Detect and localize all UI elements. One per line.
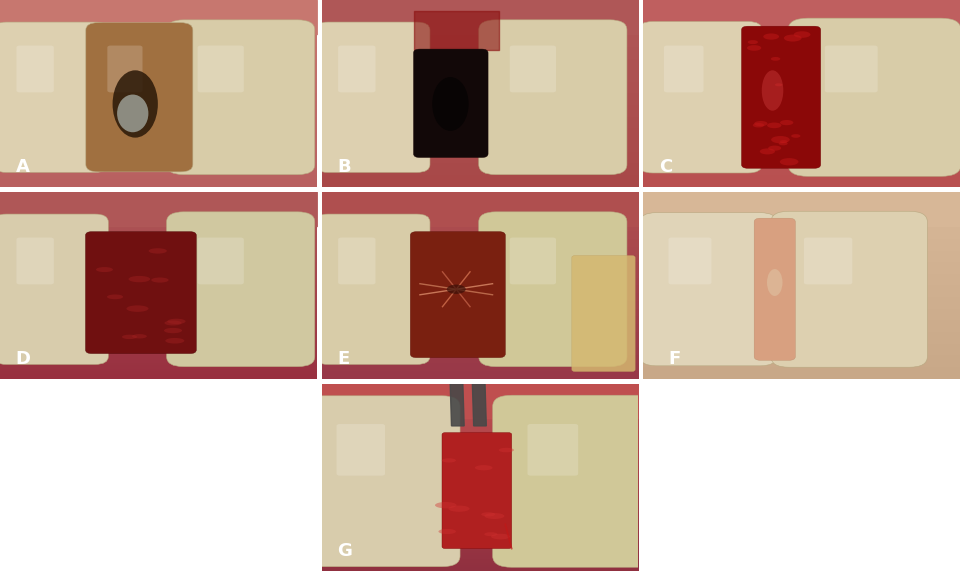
- Ellipse shape: [164, 328, 182, 333]
- Ellipse shape: [753, 123, 764, 127]
- FancyBboxPatch shape: [664, 46, 704, 93]
- Ellipse shape: [767, 269, 782, 296]
- FancyBboxPatch shape: [492, 395, 658, 567]
- Text: C: C: [660, 158, 672, 176]
- Ellipse shape: [432, 77, 468, 131]
- Ellipse shape: [165, 338, 184, 344]
- Text: F: F: [669, 350, 681, 368]
- Ellipse shape: [485, 513, 504, 519]
- Ellipse shape: [763, 34, 780, 39]
- FancyBboxPatch shape: [198, 238, 244, 284]
- Ellipse shape: [164, 320, 181, 325]
- Ellipse shape: [767, 123, 781, 128]
- Ellipse shape: [117, 95, 149, 132]
- FancyBboxPatch shape: [315, 22, 430, 172]
- Ellipse shape: [748, 40, 758, 44]
- Ellipse shape: [442, 459, 456, 463]
- FancyBboxPatch shape: [410, 232, 505, 357]
- Ellipse shape: [755, 121, 768, 126]
- Ellipse shape: [768, 146, 781, 151]
- Ellipse shape: [775, 83, 782, 86]
- Ellipse shape: [791, 134, 801, 138]
- Ellipse shape: [122, 335, 137, 339]
- FancyBboxPatch shape: [167, 20, 315, 175]
- Ellipse shape: [794, 31, 810, 38]
- Text: G: G: [338, 542, 352, 560]
- FancyBboxPatch shape: [0, 22, 108, 172]
- Ellipse shape: [779, 142, 788, 146]
- FancyBboxPatch shape: [16, 238, 54, 284]
- Ellipse shape: [127, 305, 149, 312]
- Ellipse shape: [759, 148, 775, 154]
- FancyBboxPatch shape: [479, 212, 627, 367]
- Ellipse shape: [771, 57, 780, 61]
- FancyBboxPatch shape: [527, 424, 578, 476]
- Text: E: E: [338, 350, 349, 368]
- Ellipse shape: [149, 248, 167, 254]
- Ellipse shape: [484, 532, 497, 536]
- Ellipse shape: [762, 70, 783, 111]
- Ellipse shape: [498, 448, 514, 452]
- Ellipse shape: [448, 505, 469, 512]
- Text: B: B: [338, 158, 351, 176]
- Ellipse shape: [96, 267, 113, 272]
- Ellipse shape: [112, 70, 157, 138]
- FancyBboxPatch shape: [338, 46, 375, 93]
- FancyBboxPatch shape: [788, 18, 960, 176]
- FancyBboxPatch shape: [303, 396, 460, 566]
- FancyBboxPatch shape: [167, 212, 315, 367]
- Ellipse shape: [481, 512, 495, 516]
- Ellipse shape: [435, 502, 457, 508]
- FancyBboxPatch shape: [572, 256, 636, 372]
- FancyBboxPatch shape: [16, 46, 54, 93]
- Text: A: A: [15, 158, 30, 176]
- Polygon shape: [450, 375, 465, 426]
- FancyBboxPatch shape: [338, 238, 375, 284]
- Polygon shape: [472, 375, 487, 426]
- FancyBboxPatch shape: [741, 26, 821, 168]
- FancyBboxPatch shape: [668, 238, 711, 284]
- Ellipse shape: [784, 35, 802, 42]
- FancyBboxPatch shape: [479, 20, 627, 175]
- Ellipse shape: [780, 140, 787, 143]
- Ellipse shape: [771, 136, 790, 143]
- Ellipse shape: [475, 465, 492, 471]
- FancyBboxPatch shape: [638, 22, 762, 173]
- Ellipse shape: [491, 534, 510, 540]
- FancyBboxPatch shape: [315, 214, 430, 364]
- FancyBboxPatch shape: [108, 46, 142, 93]
- FancyBboxPatch shape: [510, 238, 556, 284]
- FancyBboxPatch shape: [414, 49, 488, 158]
- FancyBboxPatch shape: [85, 232, 197, 353]
- Text: D: D: [15, 350, 31, 368]
- Ellipse shape: [129, 276, 150, 282]
- Ellipse shape: [780, 120, 793, 125]
- Ellipse shape: [132, 334, 147, 339]
- Ellipse shape: [107, 295, 123, 299]
- FancyBboxPatch shape: [337, 424, 385, 476]
- FancyBboxPatch shape: [804, 238, 852, 284]
- FancyBboxPatch shape: [442, 433, 512, 549]
- Ellipse shape: [439, 529, 456, 534]
- FancyBboxPatch shape: [640, 212, 777, 366]
- Ellipse shape: [747, 45, 761, 51]
- Ellipse shape: [152, 278, 169, 283]
- FancyBboxPatch shape: [198, 46, 244, 93]
- FancyBboxPatch shape: [771, 211, 927, 367]
- FancyBboxPatch shape: [825, 46, 877, 93]
- Ellipse shape: [780, 158, 799, 166]
- Ellipse shape: [446, 284, 466, 294]
- FancyBboxPatch shape: [0, 214, 108, 364]
- FancyBboxPatch shape: [510, 46, 556, 93]
- FancyBboxPatch shape: [85, 23, 193, 172]
- FancyBboxPatch shape: [755, 218, 795, 360]
- Ellipse shape: [167, 319, 185, 324]
